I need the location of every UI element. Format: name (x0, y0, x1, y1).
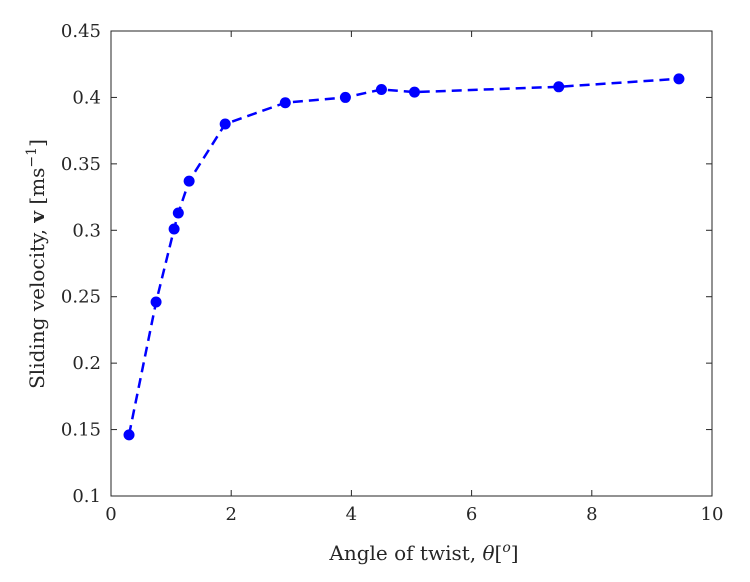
data-point (375, 83, 387, 95)
data-point (219, 118, 231, 130)
data-point (150, 296, 162, 308)
plot-area-box (110, 30, 713, 497)
x-axis-label: Angle of twist, θ[o] (328, 540, 518, 565)
y-tick-label: 0.3 (72, 220, 101, 241)
y-tick-label: 0.25 (61, 287, 101, 308)
y-tick-label: 0.15 (61, 420, 101, 441)
x-axis-ticks: 0 2 4 6 8 10 (105, 31, 723, 525)
data-point (123, 429, 135, 441)
data-point (409, 86, 421, 98)
series-line (127, 77, 679, 436)
x-tick-label: 8 (586, 504, 597, 525)
y-tick-label: 0.4 (72, 87, 101, 108)
y-axis-label: Sliding velocity, v [ms−1] (24, 139, 49, 389)
x-tick-label: 4 (346, 504, 357, 525)
y-tick-label: 0.35 (61, 154, 101, 175)
data-point (168, 223, 180, 235)
data-point (183, 175, 195, 187)
data-point (673, 73, 685, 85)
x-tick-label: 6 (466, 504, 477, 525)
data-point (172, 207, 184, 219)
y-axis-ticks: 0.1 0.15 0.2 0.25 0.3 0.35 0.4 0.45 (61, 21, 712, 507)
x-tick-label: 0 (105, 504, 116, 525)
y-tick-label: 0.45 (61, 21, 101, 42)
data-point (553, 81, 565, 93)
y-tick-label: 0.1 (72, 486, 101, 507)
data-point (279, 97, 291, 109)
axes-frame (110, 30, 713, 497)
y-tick-label: 0.2 (72, 353, 101, 374)
x-tick-label: 10 (701, 504, 724, 525)
data-point (339, 91, 351, 103)
x-tick-label: 2 (225, 504, 236, 525)
plot-series (123, 73, 685, 441)
